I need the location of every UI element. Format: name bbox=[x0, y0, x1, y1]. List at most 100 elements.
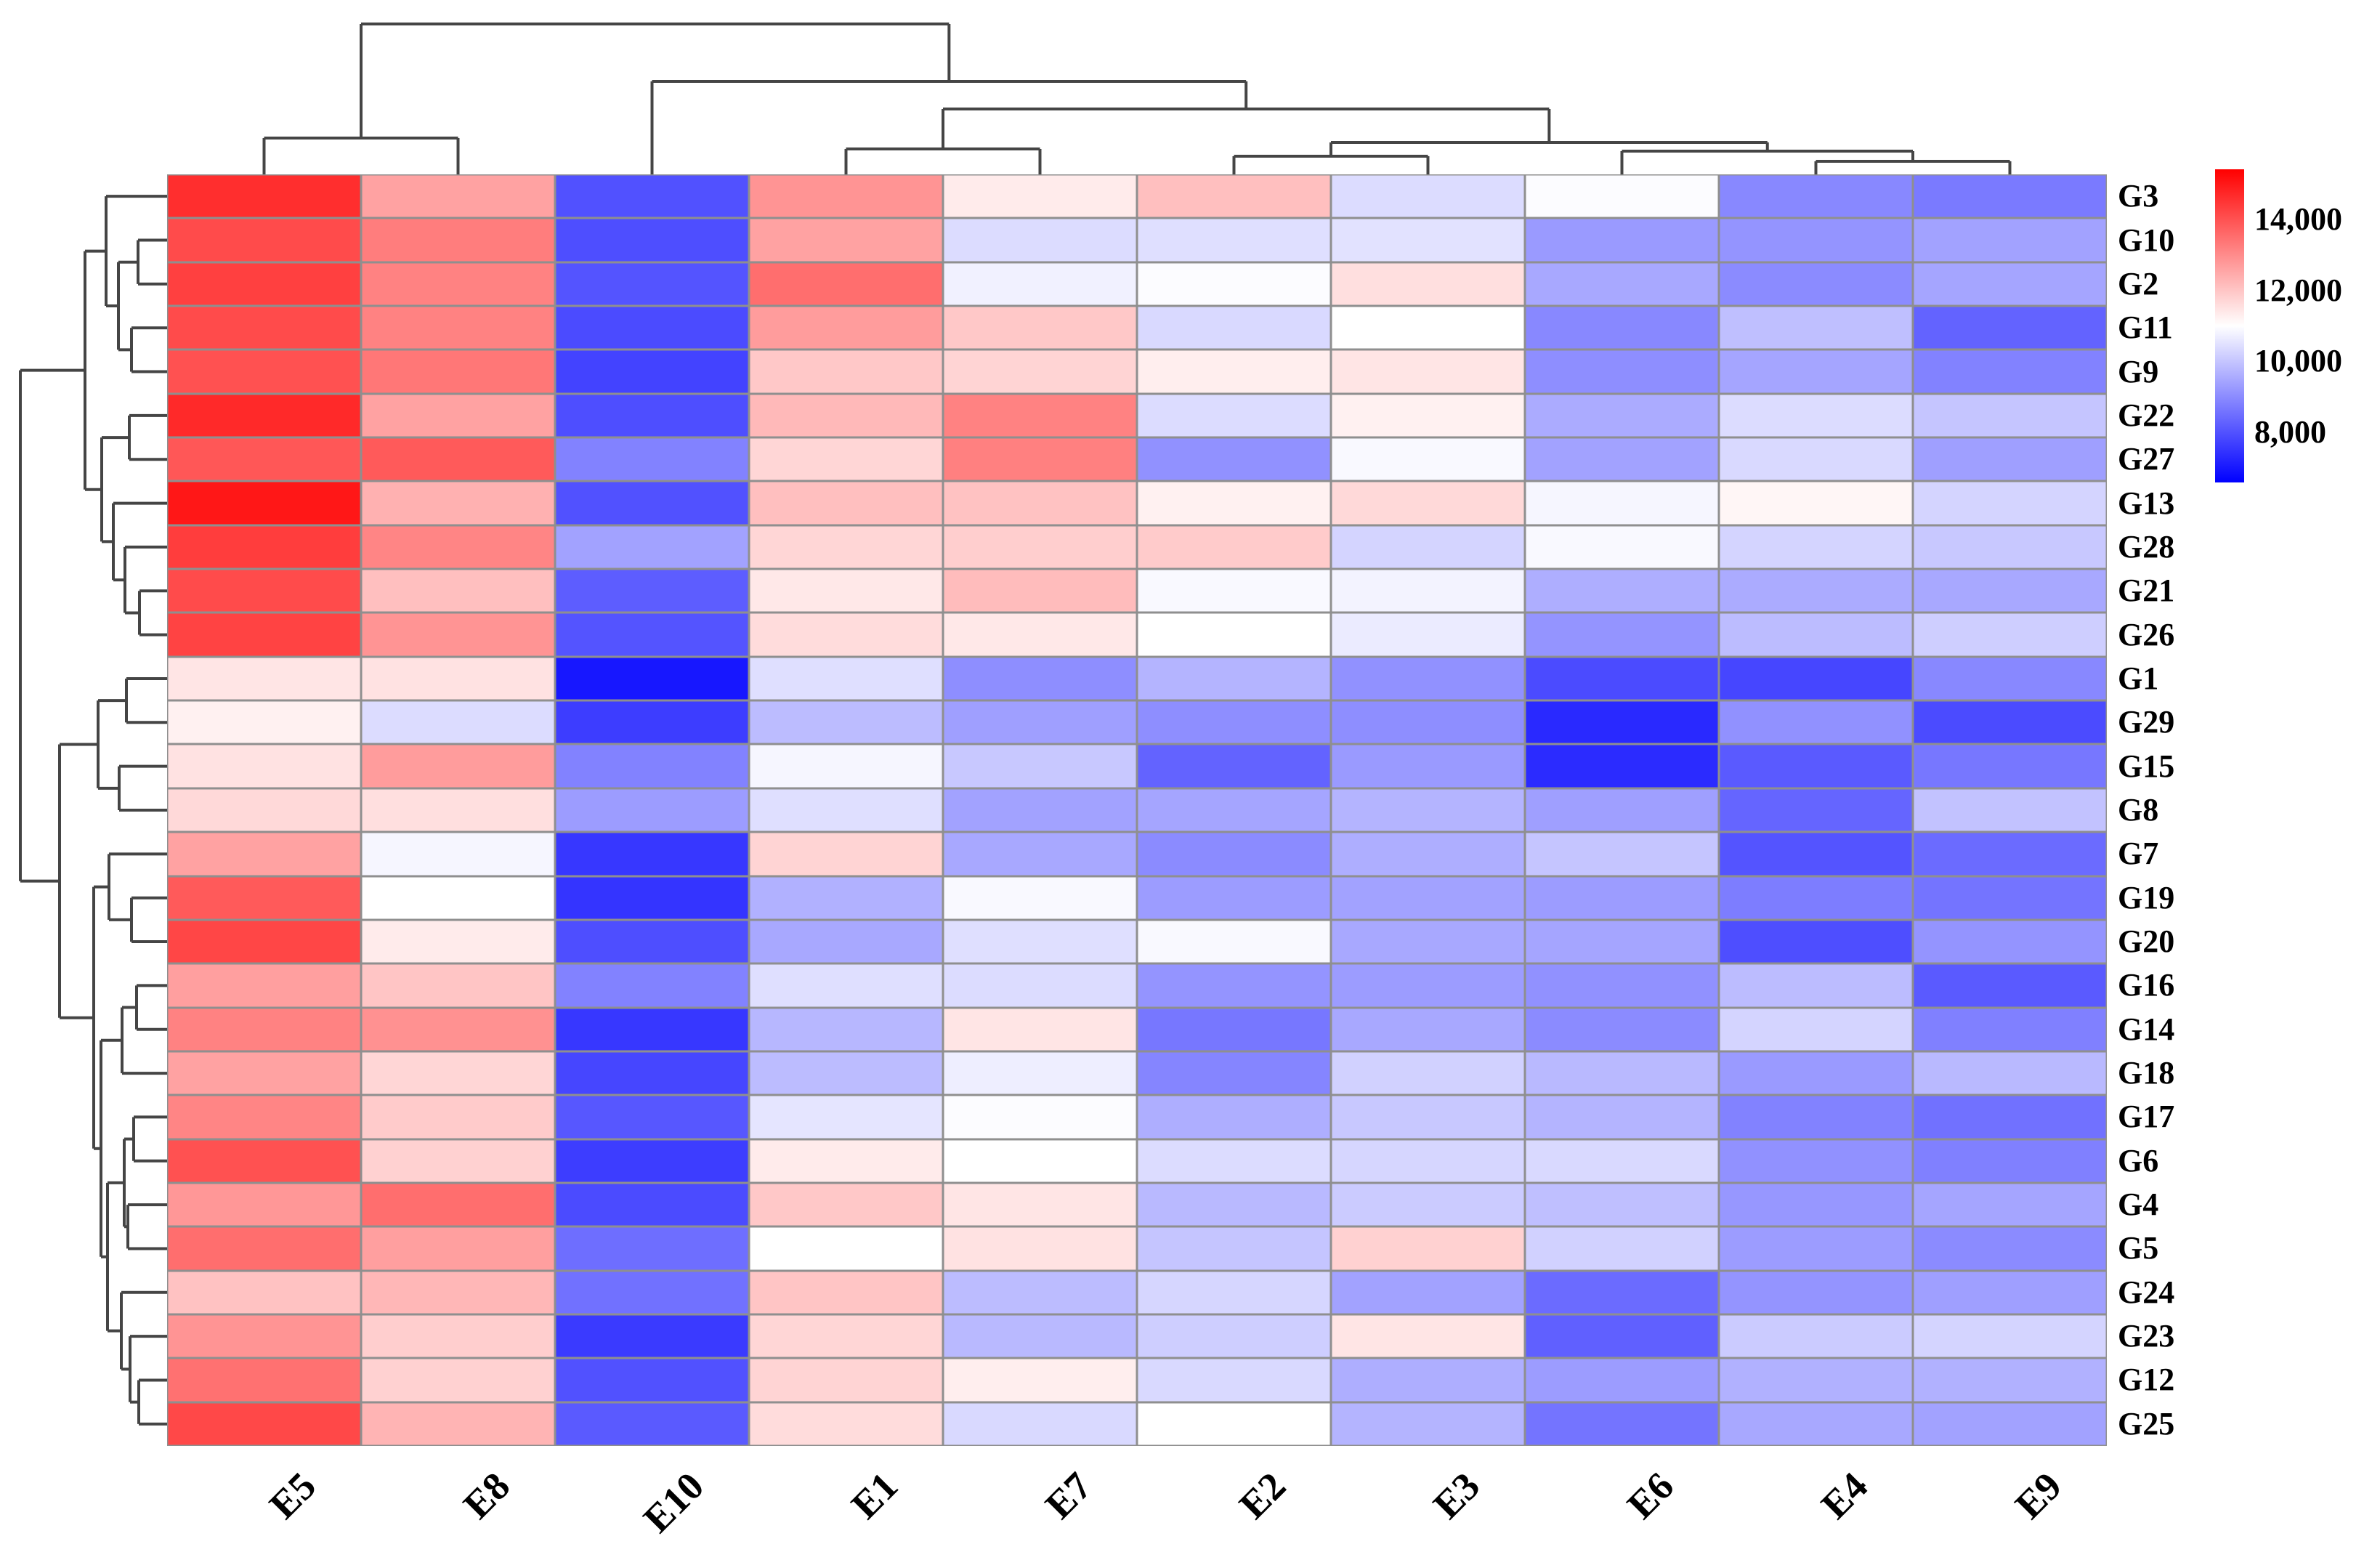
heatmap-cell bbox=[1331, 218, 1525, 262]
heatmap-cell bbox=[943, 349, 1137, 394]
column-label: E5 bbox=[261, 1463, 325, 1527]
heatmap-cell bbox=[1525, 613, 1719, 657]
heatmap-cell bbox=[1913, 876, 2107, 920]
heatmap-cell bbox=[555, 1358, 749, 1402]
row-label: G26 bbox=[2118, 616, 2175, 652]
heatmap-cell bbox=[1913, 832, 2107, 876]
heatmap-grid bbox=[167, 174, 2107, 1446]
row-label: G17 bbox=[2118, 1099, 2175, 1135]
heatmap-cell bbox=[1331, 1226, 1525, 1271]
heatmap-cell bbox=[167, 393, 361, 438]
heatmap-cell bbox=[1137, 218, 1331, 262]
heatmap-cell bbox=[943, 569, 1137, 613]
column-label: E8 bbox=[455, 1463, 519, 1527]
heatmap-cell bbox=[1525, 1314, 1719, 1359]
column-dendrogram bbox=[262, 23, 2012, 174]
heatmap-cell bbox=[1719, 1358, 1913, 1402]
heatmap-cell bbox=[167, 218, 361, 262]
heatmap-cell bbox=[555, 525, 749, 570]
heatmap-cell bbox=[1525, 1226, 1719, 1271]
heatmap-cell bbox=[1913, 437, 2107, 482]
heatmap-cell bbox=[1525, 1182, 1719, 1227]
heatmap-cell bbox=[1913, 525, 2107, 570]
heatmap-cell bbox=[1525, 1270, 1719, 1314]
heatmap-cell bbox=[1525, 876, 1719, 920]
colorbar-gradient bbox=[2215, 169, 2244, 482]
heatmap-cell bbox=[361, 1139, 555, 1183]
heatmap-cell bbox=[1137, 437, 1331, 482]
heatmap-cell bbox=[1137, 393, 1331, 438]
heatmap-cell bbox=[555, 1402, 749, 1446]
heatmap-cell bbox=[361, 306, 555, 350]
column-label: E6 bbox=[1619, 1463, 1683, 1527]
heatmap-cell bbox=[749, 1314, 943, 1359]
heatmap-cell bbox=[1913, 262, 2107, 307]
heatmap-cell bbox=[1719, 744, 1913, 788]
row-label: G22 bbox=[2118, 397, 2175, 433]
heatmap-cell bbox=[1719, 700, 1913, 745]
heatmap-cell bbox=[1913, 218, 2107, 262]
heatmap-cell bbox=[1331, 393, 1525, 438]
heatmap-cell bbox=[1525, 1051, 1719, 1096]
heatmap-cell bbox=[361, 1226, 555, 1271]
heatmap-cell bbox=[1719, 569, 1913, 613]
heatmap-cell bbox=[1913, 1051, 2107, 1096]
heatmap-cell bbox=[1525, 788, 1719, 833]
row-label: G9 bbox=[2118, 353, 2159, 389]
heatmap-cell bbox=[749, 744, 943, 788]
heatmap-cell bbox=[167, 306, 361, 350]
heatmap-cell bbox=[943, 876, 1137, 920]
heatmap-cell bbox=[943, 613, 1137, 657]
heatmap-cell bbox=[749, 1182, 943, 1227]
heatmap-cell bbox=[1719, 1139, 1913, 1183]
heatmap-cell bbox=[1719, 1402, 1913, 1446]
heatmap-cell bbox=[1331, 832, 1525, 876]
heatmap-cell bbox=[1137, 525, 1331, 570]
heatmap-cell bbox=[1913, 788, 2107, 833]
heatmap-cell bbox=[1137, 174, 1331, 219]
heatmap-cell bbox=[1913, 700, 2107, 745]
heatmap-cell bbox=[749, 876, 943, 920]
heatmap-cell bbox=[943, 1007, 1137, 1051]
heatmap-cell bbox=[749, 174, 943, 219]
heatmap-cell bbox=[1331, 262, 1525, 307]
heatmap-cell bbox=[361, 525, 555, 570]
heatmap-cell bbox=[1331, 1007, 1525, 1051]
heatmap-cell bbox=[1913, 919, 2107, 964]
heatmap-cell bbox=[749, 700, 943, 745]
row-label: G21 bbox=[2118, 573, 2175, 609]
heatmap-cell bbox=[555, 919, 749, 964]
heatmap-cell bbox=[1137, 306, 1331, 350]
heatmap-cell bbox=[749, 393, 943, 438]
heatmap-cell bbox=[1137, 656, 1331, 701]
heatmap-cell bbox=[1331, 1314, 1525, 1359]
heatmap-cell bbox=[1525, 963, 1719, 1008]
heatmap-cell bbox=[1913, 1007, 2107, 1051]
heatmap-cell bbox=[167, 569, 361, 613]
heatmap-cell bbox=[1913, 1314, 2107, 1359]
heatmap-cell bbox=[1525, 174, 1719, 219]
heatmap-cell bbox=[749, 1051, 943, 1096]
heatmap-cell bbox=[167, 1226, 361, 1271]
heatmap-cell bbox=[1913, 349, 2107, 394]
heatmap-cell bbox=[943, 919, 1137, 964]
heatmap-cell bbox=[1719, 919, 1913, 964]
heatmap-cell bbox=[167, 656, 361, 701]
heatmap-cell bbox=[167, 788, 361, 833]
row-label: G24 bbox=[2118, 1274, 2175, 1310]
heatmap-cell bbox=[943, 1051, 1137, 1096]
heatmap-cell bbox=[361, 963, 555, 1008]
heatmap-cell bbox=[1331, 788, 1525, 833]
heatmap-cell bbox=[1137, 1139, 1331, 1183]
heatmap-cell bbox=[555, 963, 749, 1008]
heatmap-cell bbox=[1331, 349, 1525, 394]
column-label: E3 bbox=[1425, 1463, 1489, 1527]
heatmap-cell bbox=[1331, 174, 1525, 219]
heatmap-cell bbox=[555, 1139, 749, 1183]
heatmap-cell bbox=[1331, 1402, 1525, 1446]
row-label: G18 bbox=[2118, 1055, 2175, 1091]
row-label: G16 bbox=[2118, 967, 2175, 1003]
row-dendrogram bbox=[19, 195, 167, 1426]
heatmap-cell bbox=[1719, 481, 1913, 525]
heatmap-cell bbox=[1719, 788, 1913, 833]
